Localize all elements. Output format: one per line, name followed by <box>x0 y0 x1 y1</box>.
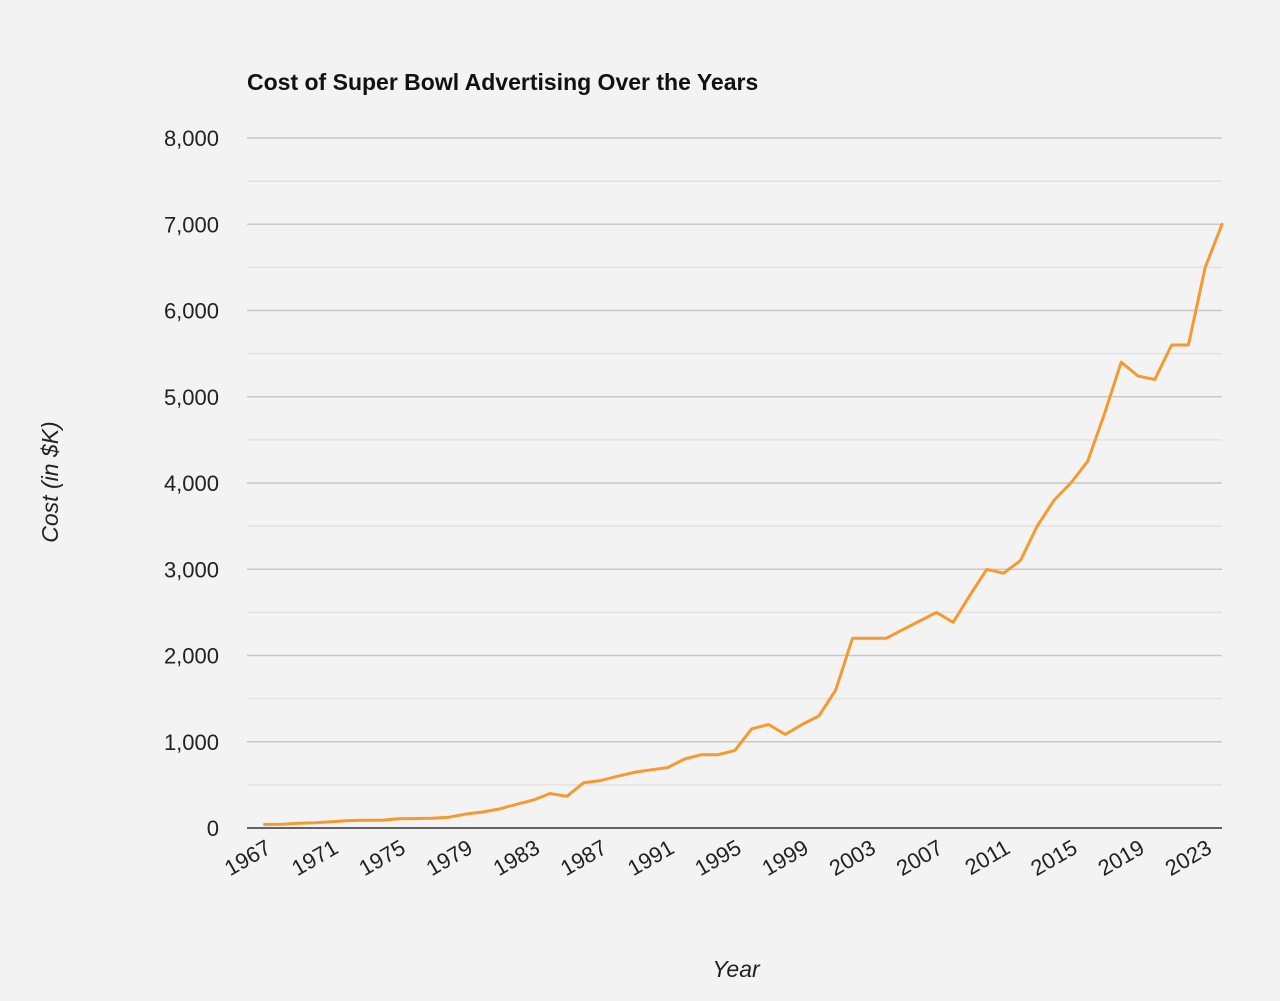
x-tick-label: 1991 <box>623 835 678 881</box>
y-axis-label: Cost (in $K) <box>37 421 63 542</box>
x-axis-ticks: 1967 1971 1975 1979 1983 1987 1991 1995 1999 2003… <box>220 835 1216 881</box>
x-tick-label: 1999 <box>758 835 813 881</box>
series-layer <box>263 222 1224 826</box>
x-tick-label: 1987 <box>556 835 611 881</box>
x-tick-label: 2007 <box>892 835 947 881</box>
chart-title: Cost of Super Bowl Advertising Over the … <box>247 69 758 95</box>
x-tick-label: 2003 <box>825 835 880 881</box>
y-tick-label: 8,000 <box>164 126 219 151</box>
y-tick-label: 0 <box>207 816 219 841</box>
y-tick-label: 4,000 <box>164 471 219 496</box>
x-axis-label: Year <box>712 956 761 982</box>
y-tick-label: 7,000 <box>164 212 219 237</box>
major-gridlines <box>247 137 1222 743</box>
x-tick-label: 2019 <box>1094 835 1149 881</box>
y-axis-ticks: 0 1,000 2,000 3,000 4,000 5,000 6,000 7,000 8,00… <box>164 126 219 841</box>
x-tick-label: 2023 <box>1161 835 1216 881</box>
x-tick-label: 1983 <box>489 835 544 881</box>
y-tick-label: 2,000 <box>164 644 219 669</box>
minor-gridlines <box>247 180 1222 786</box>
x-tick-label: 2015 <box>1026 835 1081 881</box>
x-tick-label: 1975 <box>355 835 410 881</box>
series-line <box>263 222 1224 826</box>
x-tick-label: 2011 <box>961 835 1014 880</box>
y-tick-label: 6,000 <box>164 299 219 324</box>
y-tick-label: 3,000 <box>164 557 219 582</box>
x-tick-label: 1995 <box>690 835 745 881</box>
x-tick-label: 1979 <box>422 835 477 881</box>
x-tick-label: 1971 <box>287 835 342 881</box>
y-tick-label: 5,000 <box>164 385 219 410</box>
y-tick-label: 1,000 <box>164 730 219 755</box>
x-tick-label: 1967 <box>220 835 275 881</box>
